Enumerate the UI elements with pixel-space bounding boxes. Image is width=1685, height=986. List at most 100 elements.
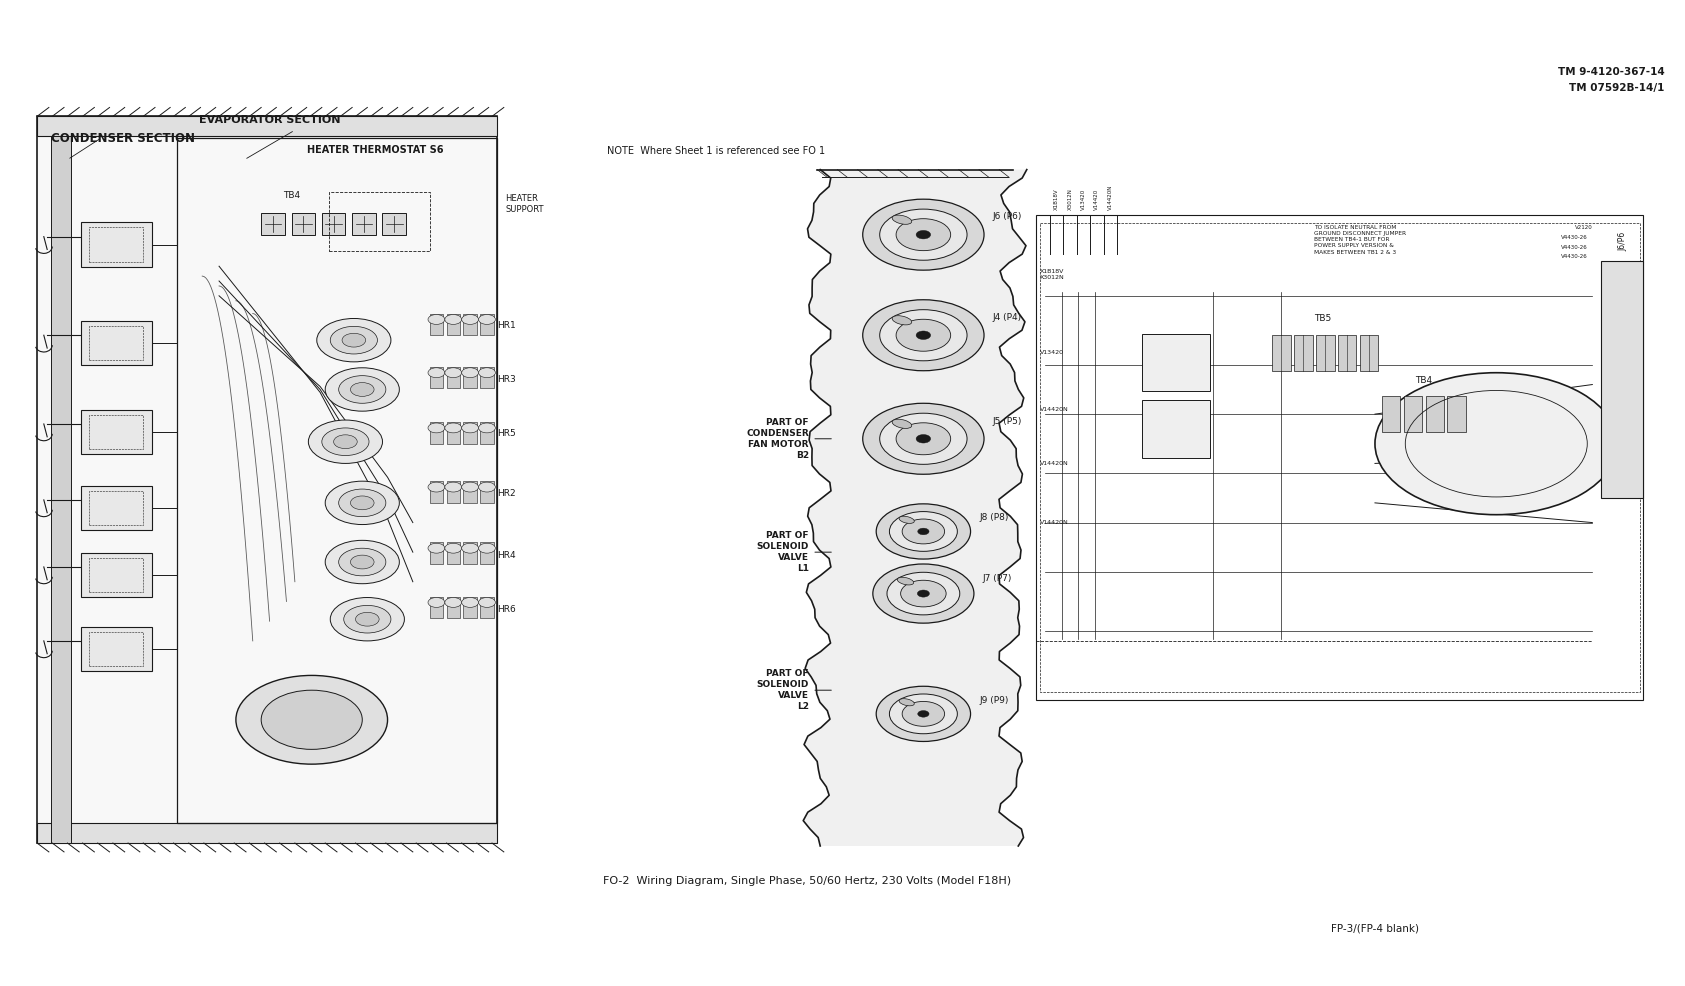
- Circle shape: [308, 420, 382, 463]
- Text: TM 07592B-14/1: TM 07592B-14/1: [1569, 83, 1665, 93]
- Bar: [447, 481, 460, 503]
- Bar: [1142, 334, 1210, 391]
- Circle shape: [863, 300, 984, 371]
- Circle shape: [445, 315, 462, 324]
- Ellipse shape: [898, 577, 913, 585]
- Polygon shape: [37, 116, 497, 843]
- Bar: [89, 228, 143, 262]
- Text: J4 (P4): J4 (P4): [992, 313, 1021, 322]
- Bar: [480, 481, 494, 503]
- Circle shape: [330, 326, 377, 354]
- Circle shape: [322, 428, 369, 456]
- Bar: [37, 116, 497, 136]
- Bar: [322, 213, 345, 235]
- Bar: [81, 486, 152, 530]
- Text: TB5: TB5: [1314, 315, 1331, 323]
- Bar: [1382, 396, 1400, 432]
- Bar: [1316, 335, 1335, 371]
- Text: V14420: V14420: [1095, 188, 1099, 210]
- Text: TM 9-4120-367-14: TM 9-4120-367-14: [1559, 67, 1665, 77]
- Circle shape: [901, 519, 945, 544]
- Circle shape: [880, 310, 967, 361]
- Circle shape: [876, 686, 971, 741]
- Circle shape: [880, 413, 967, 464]
- Text: V4430-26: V4430-26: [1560, 254, 1587, 259]
- Circle shape: [918, 711, 928, 717]
- Text: V4430-26: V4430-26: [1560, 235, 1587, 240]
- Text: NOTE  Where Sheet 1 is referenced see FO 1: NOTE Where Sheet 1 is referenced see FO …: [607, 146, 824, 156]
- Text: TO ISOLATE NEUTRAL FROM
GROUND DISCONNECT JUMPER
BETWEEN TB4-1 BUT FOR
POWER SUP: TO ISOLATE NEUTRAL FROM GROUND DISCONNEC…: [1314, 225, 1407, 254]
- Circle shape: [896, 219, 950, 250]
- Circle shape: [428, 315, 445, 324]
- Circle shape: [445, 598, 462, 607]
- Circle shape: [479, 543, 495, 553]
- Text: EVAPORATOR SECTION: EVAPORATOR SECTION: [199, 115, 340, 125]
- Bar: [430, 367, 443, 388]
- Text: FO-2  Wiring Diagram, Single Phase, 50/60 Hertz, 230 Volts (Model F18H): FO-2 Wiring Diagram, Single Phase, 50/60…: [603, 876, 1011, 885]
- Text: J8 (P8): J8 (P8): [979, 513, 1008, 523]
- Text: P7: P7: [111, 570, 121, 580]
- Circle shape: [261, 690, 362, 749]
- Bar: [1404, 396, 1422, 432]
- Text: HEATER
SUPPORT: HEATER SUPPORT: [506, 194, 544, 214]
- Circle shape: [462, 543, 479, 553]
- Circle shape: [356, 612, 379, 626]
- Bar: [1447, 396, 1466, 432]
- Circle shape: [917, 231, 930, 239]
- Text: HR2: HR2: [497, 488, 516, 498]
- Circle shape: [462, 315, 479, 324]
- Text: J6/P6: J6/P6: [1618, 232, 1628, 251]
- Text: FP-3/(FP-4 blank): FP-3/(FP-4 blank): [1331, 924, 1419, 934]
- Bar: [463, 367, 477, 388]
- Circle shape: [479, 315, 495, 324]
- Circle shape: [462, 482, 479, 492]
- Bar: [480, 542, 494, 564]
- Text: P8: P8: [111, 503, 121, 513]
- Text: CONDENSER SECTION: CONDENSER SECTION: [51, 131, 194, 145]
- Circle shape: [917, 331, 930, 339]
- Circle shape: [350, 555, 374, 569]
- Text: V14420N: V14420N: [1040, 460, 1068, 466]
- Ellipse shape: [891, 215, 912, 224]
- Text: HEATER THERMOSTAT S6: HEATER THERMOSTAT S6: [307, 145, 443, 155]
- Circle shape: [876, 504, 971, 559]
- Text: K1: K1: [1169, 424, 1183, 434]
- Text: X1B18V
X3012N: X1B18V X3012N: [1040, 269, 1065, 279]
- Bar: [37, 823, 497, 843]
- Text: E3: E3: [1169, 358, 1183, 368]
- Text: V4430-26: V4430-26: [1560, 245, 1587, 249]
- Circle shape: [896, 319, 950, 351]
- Circle shape: [342, 333, 366, 347]
- Ellipse shape: [900, 517, 915, 524]
- Circle shape: [428, 368, 445, 378]
- Circle shape: [339, 489, 386, 517]
- Text: TB4: TB4: [1415, 376, 1432, 385]
- Circle shape: [236, 675, 388, 764]
- Circle shape: [479, 423, 495, 433]
- Bar: [430, 314, 443, 335]
- Circle shape: [339, 548, 386, 576]
- Bar: [352, 213, 376, 235]
- Text: PART OF
CONDENSER
FAN MOTOR
B2: PART OF CONDENSER FAN MOTOR B2: [746, 418, 809, 459]
- Circle shape: [428, 598, 445, 607]
- Bar: [1142, 400, 1210, 458]
- Text: J9 (P9): J9 (P9): [979, 695, 1008, 705]
- Text: X3012N: X3012N: [1068, 188, 1072, 210]
- Text: HR3: HR3: [497, 375, 516, 385]
- Text: X1B18V: X1B18V: [1055, 188, 1058, 210]
- Text: P6: P6: [111, 240, 121, 249]
- Ellipse shape: [891, 419, 912, 428]
- Text: V13420: V13420: [1040, 350, 1063, 356]
- Ellipse shape: [891, 316, 912, 324]
- Circle shape: [428, 482, 445, 492]
- Circle shape: [880, 209, 967, 260]
- Circle shape: [334, 435, 357, 449]
- Bar: [81, 222, 152, 266]
- Circle shape: [1375, 373, 1618, 515]
- Text: PART OF
SOLENOID
VALVE
L1: PART OF SOLENOID VALVE L1: [757, 531, 809, 573]
- Text: V14420N: V14420N: [1040, 520, 1068, 526]
- Bar: [447, 542, 460, 564]
- Bar: [382, 213, 406, 235]
- Circle shape: [479, 482, 495, 492]
- Bar: [329, 192, 430, 251]
